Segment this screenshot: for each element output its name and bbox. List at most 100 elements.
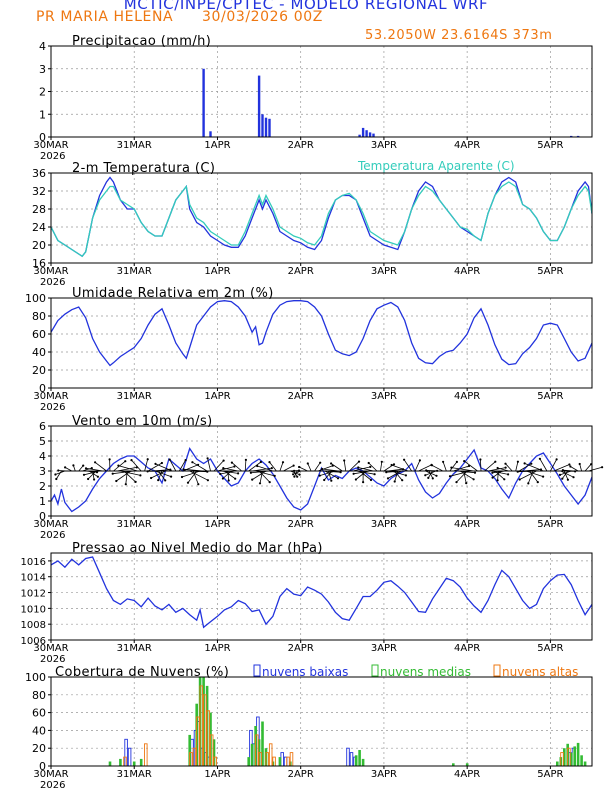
x-tick-label: 3APR bbox=[371, 643, 397, 654]
legend-swatch bbox=[371, 664, 379, 677]
bar-nuvens-medias bbox=[361, 758, 365, 766]
wind-barb bbox=[223, 467, 239, 472]
wind-barb-head bbox=[182, 468, 185, 471]
bar-precipitacao bbox=[372, 133, 375, 137]
y-tick-label: 3 bbox=[39, 465, 46, 478]
y-tick-label: 1006 bbox=[21, 636, 46, 647]
y-tick-label: 1010 bbox=[21, 604, 46, 615]
wind-barb-head bbox=[281, 461, 285, 464]
wind-barb bbox=[518, 463, 532, 472]
x-tick-label: 5APR bbox=[537, 391, 563, 402]
wind-barb-head bbox=[108, 458, 111, 461]
wind-barb bbox=[387, 468, 404, 472]
wind-barb bbox=[250, 470, 270, 474]
bar-nuvens-baixas bbox=[349, 752, 354, 766]
location-label: PR MARIA HELENA bbox=[36, 9, 174, 25]
wind-barb-head bbox=[455, 481, 458, 484]
x-year-label: 2026 bbox=[40, 654, 65, 665]
x-tick-label: 2APR bbox=[288, 391, 314, 402]
wind-barb bbox=[257, 465, 274, 472]
panel-precip: 0 1 2 3 4 30MAR 31MAR 1APR 2APR 3APR 4APR 5APR 2026 P… bbox=[33, 34, 593, 162]
x-tick-label: 30MAR bbox=[33, 266, 68, 277]
wind-barb-head bbox=[87, 477, 90, 481]
wind-barb bbox=[449, 470, 471, 477]
wind-barb bbox=[298, 466, 308, 472]
wind-barb bbox=[78, 465, 84, 472]
wind-barb-head bbox=[90, 467, 93, 470]
wind-barb bbox=[251, 470, 267, 480]
wind-barb-head bbox=[494, 460, 497, 463]
wind-barb-head bbox=[516, 460, 520, 463]
wind-barb-head bbox=[124, 483, 127, 486]
series-group bbox=[51, 176, 592, 258]
wind-barb-head bbox=[206, 457, 209, 460]
wind-barbs bbox=[54, 457, 604, 486]
wind-barb-head bbox=[450, 466, 453, 469]
wind-barb-head bbox=[503, 478, 506, 481]
wind-barb-head bbox=[234, 477, 237, 480]
y-tick-label: 32 bbox=[32, 185, 46, 198]
wind-barb-head bbox=[518, 478, 521, 481]
wind-barb-head bbox=[386, 477, 390, 480]
x-tick-label: 2APR bbox=[288, 140, 314, 151]
wind-barb bbox=[279, 462, 284, 472]
wind-barb-head bbox=[298, 465, 301, 469]
wind-barb-head bbox=[473, 471, 477, 474]
x-tick-label: 30MAR bbox=[33, 140, 68, 151]
wind-barb-head bbox=[206, 479, 209, 482]
bar-nuvens-medias bbox=[465, 763, 469, 766]
wind-barb-head bbox=[392, 463, 396, 466]
x-tick-label: 2APR bbox=[288, 519, 314, 530]
bar-nuvens-medias bbox=[583, 761, 587, 766]
y-tick-label: 4 bbox=[39, 40, 46, 53]
wind-barb bbox=[553, 464, 570, 472]
wind-barb-head bbox=[268, 461, 271, 464]
x-tick-label: 31MAR bbox=[117, 519, 152, 530]
y-tick-label: 0 bbox=[39, 382, 46, 395]
wind-barb-head bbox=[442, 460, 445, 463]
x-tick-label: 3APR bbox=[371, 266, 397, 277]
wind-barb-head bbox=[538, 457, 542, 460]
wind-barb-head bbox=[96, 475, 99, 478]
panel-title: Pressao ao Nivel Medio do Mar (hPa) bbox=[72, 541, 323, 556]
bar-precipitacao bbox=[365, 130, 368, 137]
wind-barb bbox=[356, 470, 375, 475]
wind-barb-head bbox=[504, 466, 507, 469]
y-tick-label: 16 bbox=[32, 257, 46, 270]
wind-barb bbox=[391, 464, 409, 472]
wind-barb-head bbox=[354, 478, 357, 481]
wind-barb-head bbox=[463, 460, 466, 463]
x-tick-label: 1APR bbox=[204, 769, 230, 780]
wind-barb-head bbox=[491, 476, 494, 479]
wind-barb-head bbox=[479, 458, 482, 461]
wind-barb-head bbox=[507, 473, 510, 476]
wind-barb-head bbox=[258, 482, 262, 485]
wind-barb bbox=[414, 460, 421, 472]
wind-barb bbox=[154, 470, 172, 477]
x-tick-label: 30MAR bbox=[33, 769, 68, 780]
wind-barb-head bbox=[64, 466, 67, 469]
x-tick-label: 4APR bbox=[454, 266, 480, 277]
wind-barb-head bbox=[293, 469, 296, 472]
wind-barb-head bbox=[561, 477, 564, 480]
wind-barb bbox=[55, 470, 66, 475]
wind-barb-head bbox=[427, 476, 430, 479]
wind-barb-head bbox=[403, 458, 406, 461]
y-tick-label: 5 bbox=[39, 435, 46, 448]
bar-nuvens-medias bbox=[132, 761, 136, 766]
wind-barb-head bbox=[296, 475, 299, 478]
bar-nuvens-medias bbox=[358, 750, 361, 766]
wind-barb bbox=[487, 467, 506, 472]
wind-barb bbox=[258, 470, 270, 483]
wind-barb-head bbox=[150, 476, 153, 480]
wind-barb bbox=[330, 463, 343, 472]
wind-barb bbox=[570, 466, 579, 472]
wind-barb-head bbox=[306, 462, 309, 465]
wind-barb bbox=[394, 470, 399, 482]
wind-barb-head bbox=[219, 472, 222, 476]
x-tick-label: 31MAR bbox=[117, 391, 152, 402]
bar-nuvens-altas bbox=[567, 747, 571, 766]
wind-barb bbox=[484, 461, 496, 472]
wind-barb-head bbox=[373, 473, 376, 476]
